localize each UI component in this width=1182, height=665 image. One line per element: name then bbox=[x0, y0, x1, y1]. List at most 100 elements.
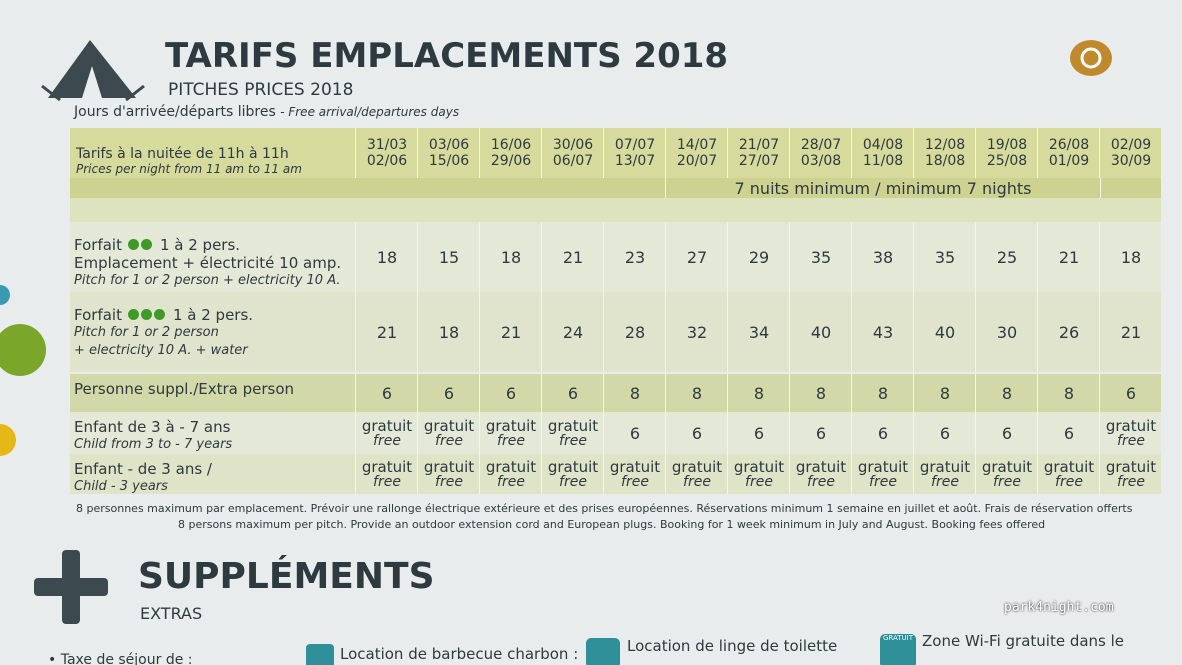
header-fr: Tarifs à la nuitée de 11h à 11h bbox=[76, 146, 289, 162]
period: 21/07 27/07 bbox=[727, 128, 790, 178]
period-from: 14/07 bbox=[676, 137, 718, 153]
clover bbox=[153, 309, 165, 320]
free: free bbox=[559, 432, 587, 449]
price-cell: 8 bbox=[789, 374, 852, 412]
free: free bbox=[435, 473, 463, 490]
period-from: 26/08 bbox=[1048, 137, 1090, 153]
period-from: 30/06 bbox=[552, 137, 594, 153]
clovers bbox=[127, 236, 154, 254]
period-from: 07/07 bbox=[614, 137, 656, 153]
price-cell: 6 bbox=[1099, 374, 1162, 412]
price-cell: 18 bbox=[417, 292, 480, 372]
row-line: Pitch for 1 or 2 person bbox=[74, 325, 219, 340]
price-cell: 21 bbox=[479, 292, 542, 372]
price-cell: 43 bbox=[851, 292, 914, 372]
row-label: Personne suppl./Extra person bbox=[74, 380, 294, 398]
period: 07/07 13/07 bbox=[603, 128, 666, 178]
period: 14/07 20/07 bbox=[665, 128, 728, 178]
price: 6 bbox=[815, 423, 827, 443]
period-to: 29/06 bbox=[490, 153, 532, 169]
price-cell: gratuit free bbox=[355, 454, 418, 494]
days: Jours d'arrivée/départs libres - Free ar… bbox=[74, 104, 459, 120]
free: free bbox=[373, 473, 401, 490]
period-to: 18/08 bbox=[924, 153, 966, 169]
gratuit: gratuit bbox=[361, 416, 413, 435]
price: 6 bbox=[629, 423, 641, 443]
price-cell: gratuit free bbox=[1099, 412, 1162, 454]
free: free bbox=[931, 473, 959, 490]
price: 29 bbox=[748, 247, 770, 267]
price-cell: 18 bbox=[355, 222, 418, 292]
row-background bbox=[70, 178, 1161, 198]
period-from: 04/08 bbox=[862, 137, 904, 153]
price-cell: 21 bbox=[541, 222, 604, 292]
price-cell: 23 bbox=[603, 222, 666, 292]
note-en: 8 persons maximum per pitch. Provide an … bbox=[178, 518, 1046, 531]
row-title: Forfait 1 à 2 pers. bbox=[74, 236, 341, 254]
gratuit: gratuit bbox=[1105, 457, 1157, 476]
price: 40 bbox=[810, 322, 832, 342]
price-cell: 25 bbox=[975, 222, 1038, 292]
period-to: 06/07 bbox=[552, 153, 594, 169]
free: free bbox=[1117, 473, 1145, 490]
linen-icon bbox=[586, 638, 620, 665]
row-line: Enfant - de 3 ans / bbox=[74, 460, 212, 478]
period-to: 11/08 bbox=[862, 153, 904, 169]
period: 30/06 06/07 bbox=[541, 128, 604, 178]
price: 6 bbox=[443, 383, 455, 403]
price-cell: 30 bbox=[975, 292, 1038, 372]
price-cell: 21 bbox=[355, 292, 418, 372]
price-cell: 40 bbox=[913, 292, 976, 372]
price: 8 bbox=[691, 383, 703, 403]
price-cell: 29 bbox=[727, 222, 790, 292]
period-to: 13/07 bbox=[614, 153, 656, 169]
gratuit: gratuit bbox=[857, 457, 909, 476]
gratuit: gratuit bbox=[547, 457, 599, 476]
plus-icon bbox=[34, 550, 108, 624]
free: free bbox=[807, 473, 835, 490]
period-from: 02/09 bbox=[1110, 137, 1152, 153]
price: 6 bbox=[753, 423, 765, 443]
bbq-icon bbox=[306, 644, 334, 665]
free: free bbox=[745, 473, 773, 490]
gratuit: gratuit bbox=[423, 457, 475, 476]
row-title: Forfait 1 à 2 pers. bbox=[74, 306, 253, 324]
price-cell: 8 bbox=[975, 374, 1038, 412]
period-from: 21/07 bbox=[738, 137, 780, 153]
price: 18 bbox=[500, 247, 522, 267]
price: 6 bbox=[1063, 423, 1075, 443]
free: free bbox=[373, 432, 401, 449]
price: 8 bbox=[1001, 383, 1013, 403]
free: free bbox=[993, 473, 1021, 490]
price-cell: 6 bbox=[975, 412, 1038, 454]
price-cell: 8 bbox=[727, 374, 790, 412]
price-cell: 26 bbox=[1037, 292, 1100, 372]
period-to: 25/08 bbox=[986, 153, 1028, 169]
row-background bbox=[70, 374, 1161, 412]
price-cell: gratuit free bbox=[1099, 454, 1162, 494]
row-line: Emplacement + électricité 10 amp. bbox=[74, 254, 342, 272]
row-label: Enfant de 3 à - 7 ans Child from 3 to - 7… bbox=[74, 418, 232, 454]
header-label: Tarifs à la nuitée de 11h à 11h Prices pe… bbox=[76, 146, 302, 176]
price-cell: gratuit free bbox=[913, 454, 976, 494]
price: 21 bbox=[500, 322, 522, 342]
clovers bbox=[127, 306, 167, 324]
extra-item: Zone Wi-Fi gratuite dans le bbox=[922, 632, 1125, 650]
price: 8 bbox=[939, 383, 951, 403]
price: 8 bbox=[877, 383, 889, 403]
pers: 1 à 2 pers. bbox=[172, 306, 254, 324]
price-cell: 8 bbox=[665, 374, 728, 412]
row-label: Enfant - de 3 ans / Child - 3 years bbox=[74, 460, 212, 496]
price: 27 bbox=[686, 247, 708, 267]
price-cell: 6 bbox=[913, 412, 976, 454]
price-cell: 6 bbox=[541, 374, 604, 412]
free: free bbox=[497, 432, 525, 449]
price-cell: 40 bbox=[789, 292, 852, 372]
days-en: - Free arrival/departures days bbox=[280, 105, 460, 119]
price: 26 bbox=[1058, 322, 1080, 342]
forfait: Forfait bbox=[74, 306, 122, 324]
price-cell: 27 bbox=[665, 222, 728, 292]
clover bbox=[140, 309, 152, 320]
clover bbox=[127, 309, 139, 320]
price: 35 bbox=[934, 247, 956, 267]
